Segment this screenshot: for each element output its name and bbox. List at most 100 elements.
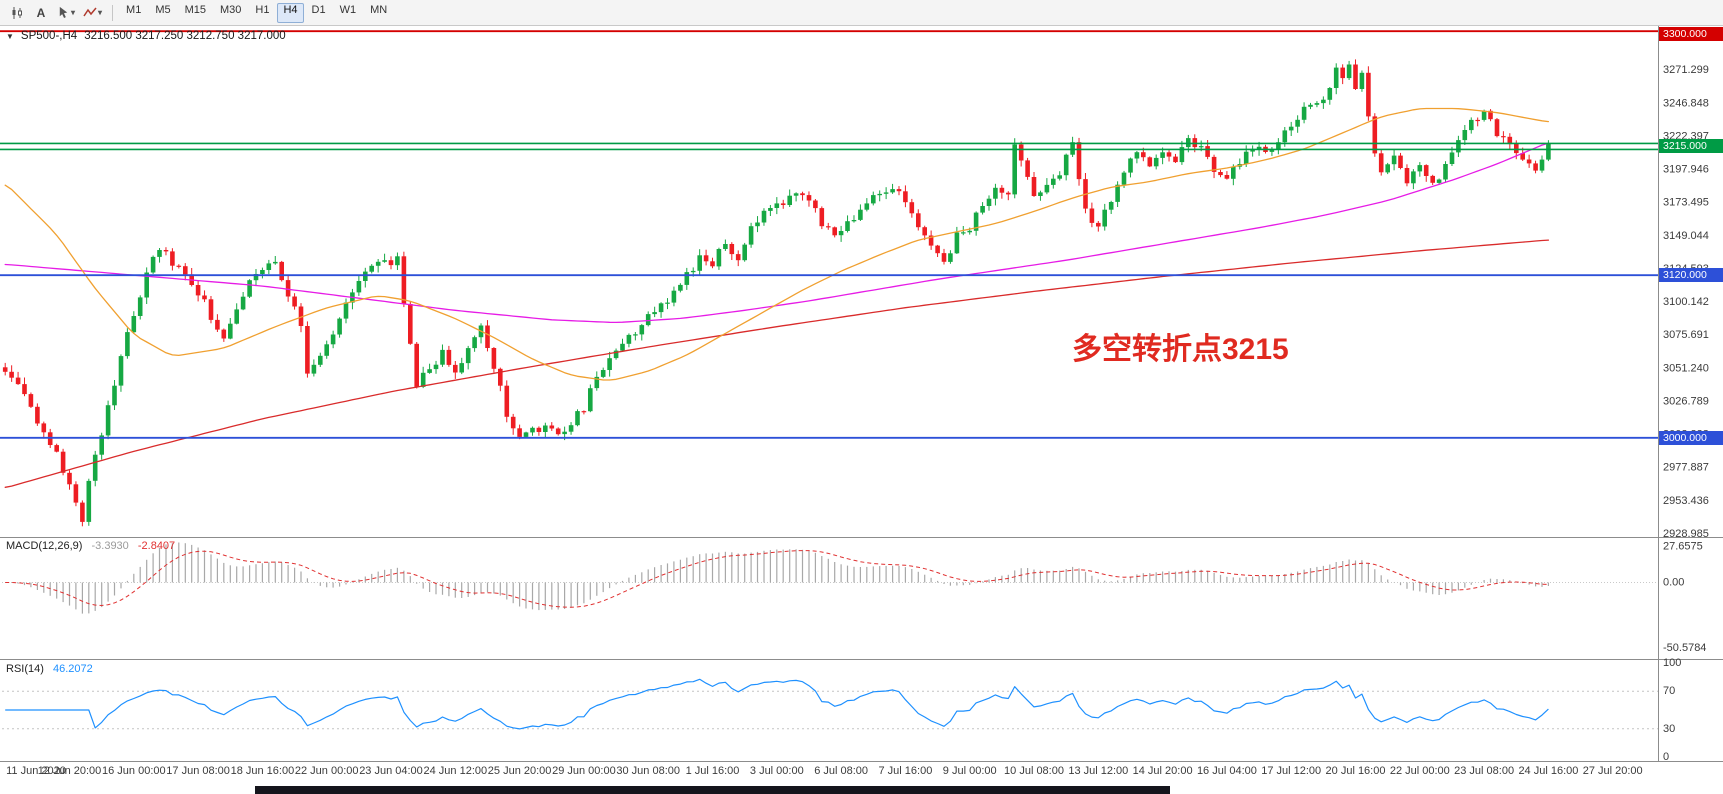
fast-ma-line — [4, 107, 1550, 381]
toolbar-separator — [112, 4, 114, 21]
svg-text:11 Jun 2020: 11 Jun 2020 — [6, 765, 66, 777]
timeframe-button-m5[interactable]: M5 — [155, 3, 171, 16]
svg-text:7 Jul 16:00: 7 Jul 16:00 — [879, 765, 933, 777]
price-tag-3300.000: 3300.000 — [1659, 27, 1723, 41]
svg-text:3100.142: 3100.142 — [1663, 296, 1709, 308]
svg-text:3197.946: 3197.946 — [1663, 164, 1709, 176]
timeframe-button-h1[interactable]: H1 — [255, 3, 270, 16]
svg-text:12 Jun 20:00: 12 Jun 20:00 — [38, 765, 102, 777]
rsi-axis-labels: 100 70 30 0 — [1663, 657, 1681, 763]
timeframe-button-mn[interactable]: MN — [370, 3, 388, 16]
panel-separators — [0, 26, 1723, 762]
svg-text:2928.985: 2928.985 — [1663, 528, 1709, 540]
timeframe-button-h4[interactable]: H4 — [277, 2, 304, 23]
timeframe-button-m15[interactable]: M15 — [184, 3, 206, 16]
svg-text:0: 0 — [1663, 751, 1669, 763]
svg-text:2953.436: 2953.436 — [1663, 495, 1709, 507]
price-tag-3215.000: 3215.000 — [1659, 139, 1723, 154]
timeframe-button-m30[interactable]: M30 — [220, 3, 242, 16]
svg-text:14 Jul 20:00: 14 Jul 20:00 — [1133, 765, 1193, 777]
cursor-tool-button[interactable]: ▾ — [54, 3, 78, 23]
zigzag-icon — [83, 7, 97, 17]
svg-text:3271.299: 3271.299 — [1663, 64, 1709, 76]
candles — [2, 59, 1551, 527]
cursor-icon — [59, 6, 68, 18]
svg-text:2977.887: 2977.887 — [1663, 462, 1709, 474]
svg-text:16 Jul 04:00: 16 Jul 04:00 — [1197, 765, 1257, 777]
svg-text:24 Jun 12:00: 24 Jun 12:00 — [424, 765, 488, 777]
rsi-indicator-label: RSI(14) 46.2072 — [6, 663, 93, 675]
svg-text:30 Jun 08:00: 30 Jun 08:00 — [616, 765, 680, 777]
svg-text:6 Jul 08:00: 6 Jul 08:00 — [814, 765, 868, 777]
chart-title: ▼ SP500-,H4 3216.500 3217.250 3212.750 3… — [6, 30, 286, 42]
svg-text:25 Jun 20:00: 25 Jun 20:00 — [488, 765, 552, 777]
svg-text:30: 30 — [1663, 723, 1675, 735]
svg-text:17 Jul 12:00: 17 Jul 12:00 — [1261, 765, 1321, 777]
timeframe-button-w1[interactable]: W1 — [339, 3, 357, 16]
svg-text:3026.789: 3026.789 — [1663, 395, 1709, 407]
price-axis-labels: 3295.7503271.2993246.8483222.3973197.946… — [1663, 31, 1709, 540]
ohlc-quote: 3216.500 3217.250 3212.750 3217.000 — [84, 30, 286, 42]
svg-text:0.00: 0.00 — [1663, 576, 1684, 588]
zigzag-tool-button[interactable]: ▾ — [80, 3, 105, 23]
horizontal-level-lines — [0, 30, 1658, 439]
price-tag-3000.000: 3000.000 — [1659, 430, 1723, 445]
svg-text:27 Jul 20:00: 27 Jul 20:00 — [1583, 765, 1643, 777]
svg-text:9 Jul 00:00: 9 Jul 00:00 — [943, 765, 997, 777]
svg-text:70: 70 — [1663, 685, 1675, 697]
text-label-icon: A — [36, 5, 46, 20]
text-label-button[interactable]: A — [30, 3, 52, 23]
moving-averages — [4, 107, 1550, 488]
svg-text:24 Jul 16:00: 24 Jul 16:00 — [1518, 765, 1578, 777]
timeframe-button-m1[interactable]: M1 — [126, 3, 142, 16]
svg-text:29 Jun 00:00: 29 Jun 00:00 — [552, 765, 616, 777]
svg-text:1 Jul 16:00: 1 Jul 16:00 — [686, 765, 740, 777]
macd-main-value: -3.3930 — [91, 540, 129, 552]
svg-text:23 Jun 04:00: 23 Jun 04:00 — [359, 765, 423, 777]
rsi-value: 46.2072 — [52, 663, 93, 675]
svg-text:-50.5784: -50.5784 — [1663, 642, 1706, 654]
svg-text:3 Jul 00:00: 3 Jul 00:00 — [750, 765, 804, 777]
chevron-down-icon: ▾ — [98, 8, 103, 17]
svg-text:13 Jul 12:00: 13 Jul 12:00 — [1068, 765, 1128, 777]
svg-text:22 Jun 00:00: 22 Jun 00:00 — [295, 765, 359, 777]
candlestick-chart-icon — [12, 6, 22, 19]
macd-signal-value: -2.8407 — [137, 540, 176, 552]
svg-text:100: 100 — [1663, 657, 1681, 669]
taskbar-fragment[interactable] — [255, 786, 1170, 794]
svg-text:3246.848: 3246.848 — [1663, 97, 1709, 109]
svg-text:3222.397: 3222.397 — [1663, 130, 1709, 142]
expand-arrow-icon[interactable]: ▼ — [6, 31, 14, 41]
timeframe-button-d1[interactable]: D1 — [311, 3, 326, 16]
svg-text:23 Jul 08:00: 23 Jul 08:00 — [1454, 765, 1514, 777]
slow-ma-line — [4, 239, 1550, 488]
svg-text:16 Jun 00:00: 16 Jun 00:00 — [102, 765, 166, 777]
chevron-down-icon: ▾ — [71, 8, 76, 17]
svg-text:3149.044: 3149.044 — [1663, 230, 1709, 242]
svg-text:17 Jun 08:00: 17 Jun 08:00 — [166, 765, 230, 777]
rsi-panel — [2, 678, 1658, 730]
main-toolbar: A ▾ ▾ M1 M5 M15 M30 H1 H4 D1 W1 MN — [0, 0, 1723, 26]
macd-panel — [2, 542, 1658, 614]
macd-axis-labels: 27.6575 0.00 -50.5784 — [1663, 541, 1706, 654]
price-tag-3120.000: 3120.000 — [1659, 268, 1723, 283]
macd-name: MACD(12,26,9) — [6, 540, 83, 552]
svg-text:10 Jul 08:00: 10 Jul 08:00 — [1004, 765, 1064, 777]
svg-text:3173.495: 3173.495 — [1663, 197, 1709, 209]
candlestick-chart-button[interactable] — [6, 3, 28, 23]
rsi-name: RSI(14) — [6, 663, 44, 675]
medium-ma-line — [4, 142, 1550, 324]
symbol-period-label: SP500-,H4 — [20, 30, 78, 42]
svg-text:27.6575: 27.6575 — [1663, 541, 1703, 553]
svg-text:22 Jul 00:00: 22 Jul 00:00 — [1390, 765, 1450, 777]
chart-annotation-text: 多空转折点3215 — [1072, 333, 1289, 366]
svg-text:3075.691: 3075.691 — [1663, 329, 1709, 341]
svg-text:20 Jul 16:00: 20 Jul 16:00 — [1326, 765, 1386, 777]
svg-text:18 Jun 16:00: 18 Jun 16:00 — [231, 765, 295, 777]
timeframe-group: M1 M5 M15 M30 H1 H4 D1 W1 MN — [119, 2, 394, 23]
svg-text:3051.240: 3051.240 — [1663, 362, 1709, 374]
macd-indicator-label: MACD(12,26,9) -3.3930 -2.8407 — [6, 540, 175, 552]
